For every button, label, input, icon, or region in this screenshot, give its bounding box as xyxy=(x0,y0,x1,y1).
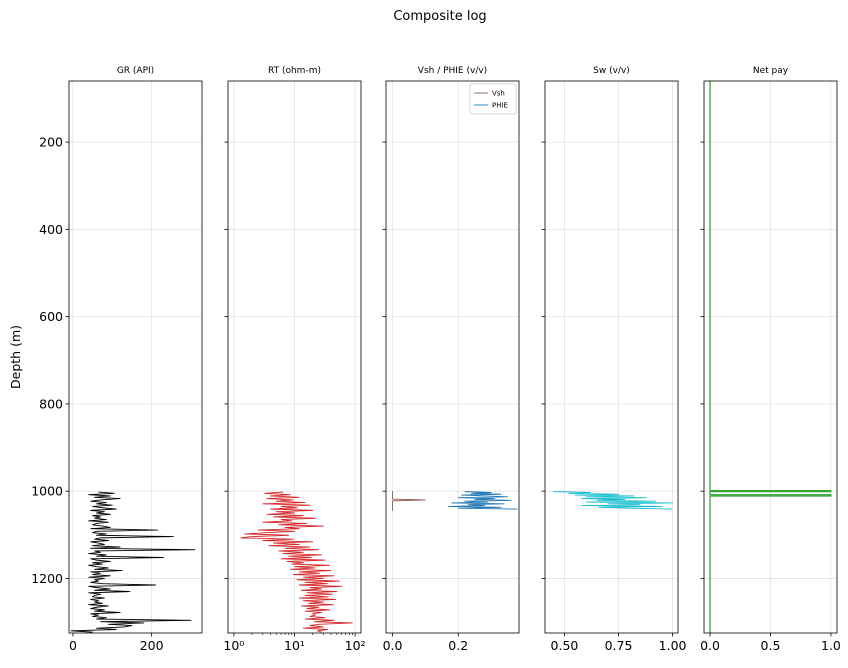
plot-area xyxy=(704,81,837,633)
series-line-log xyxy=(553,491,674,510)
y-tick-label: 1200 xyxy=(31,571,63,586)
x-tick-label: 0.2 xyxy=(448,638,468,653)
panel-frame xyxy=(68,80,203,634)
legend: Vsh PHIE xyxy=(469,83,517,115)
panel-title: GR (API) xyxy=(117,66,154,76)
panel-frame xyxy=(703,80,838,634)
y-tick-label: 600 xyxy=(39,309,63,324)
panel-title: Net pay xyxy=(753,66,789,76)
panel-3: 0.0 0.2 Vsh / PHIE (v/v) Vsh PHIE xyxy=(382,66,520,653)
legend-label: PHIE xyxy=(492,102,508,110)
x-tick-label: 0.0 xyxy=(383,638,403,653)
x-tick-label: 200 xyxy=(140,638,164,653)
series-line-vsh xyxy=(392,491,426,511)
y-axis-label: Depth (m) xyxy=(8,325,23,389)
x-tick-label: 10² xyxy=(345,638,366,653)
panel-title: RT (ohm-m) xyxy=(268,66,321,76)
x-tick-label: 0.50 xyxy=(551,638,579,653)
panel-frame xyxy=(227,80,362,634)
x-tick-label: 0 xyxy=(69,638,77,653)
series-line-log xyxy=(70,491,196,633)
x-tick-label: 1.00 xyxy=(659,638,687,653)
x-tick-label: 10⁰ xyxy=(223,638,244,653)
x-tick-label: 0.0 xyxy=(700,638,720,653)
panel-frame xyxy=(385,80,520,634)
plot-area xyxy=(386,81,519,633)
panel-title: Vsh / PHIE (v/v) xyxy=(418,66,487,76)
x-tick-label: 0.5 xyxy=(761,638,781,653)
x-tick-label: 10¹ xyxy=(284,638,305,653)
y-tick-label: 400 xyxy=(39,222,63,237)
chart-title: Composite log xyxy=(393,9,486,24)
series-line-log xyxy=(240,491,353,633)
plot-area xyxy=(69,81,202,633)
panel-4: 0.50 0.75 1.00 Sw (v/v) xyxy=(541,66,687,653)
panel-title: Sw (v/v) xyxy=(593,66,630,76)
panel-frame xyxy=(544,80,679,634)
x-tick-label: 0.75 xyxy=(605,638,633,653)
legend-box xyxy=(469,83,517,115)
series-line-phie xyxy=(447,491,518,510)
y-tick-label: 1000 xyxy=(31,484,63,499)
series-line-log xyxy=(709,81,832,633)
y-tick-label: 800 xyxy=(39,396,63,411)
y-tick-label: 200 xyxy=(39,135,63,150)
legend-label: Vsh xyxy=(492,90,505,98)
panel-2: 10⁰ 10¹ 10² RT (ohm-m) xyxy=(223,66,365,653)
plot-area xyxy=(545,81,678,633)
x-tick-label: 1.0 xyxy=(821,638,841,653)
panel-1: 200 400 600 800 1000 1200 0 200 GR (API) xyxy=(31,66,203,653)
panel-5: 0.0 0.5 1.0 Net pay xyxy=(700,66,841,653)
